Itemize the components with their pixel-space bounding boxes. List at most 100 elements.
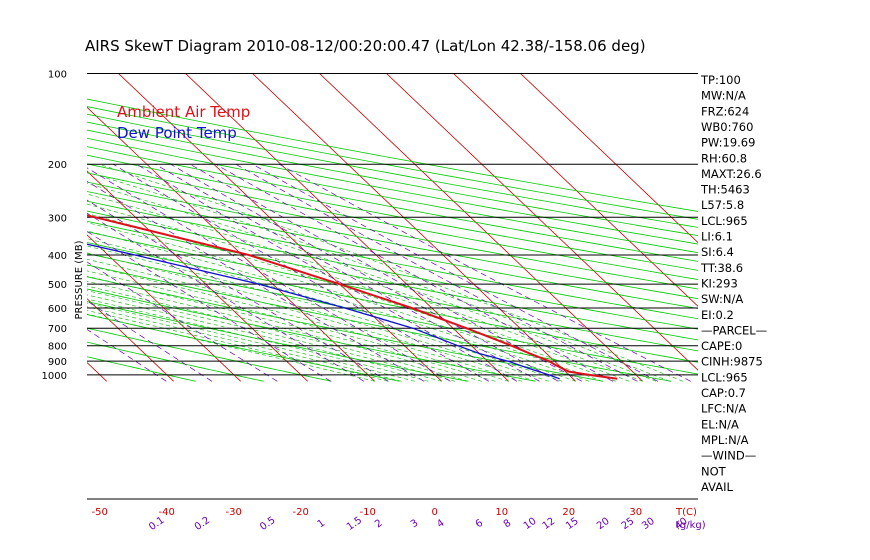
- isotherm-line: [118, 74, 442, 382]
- moist-adiabat-line: [87, 264, 523, 382]
- index-entry: —WIND—: [701, 449, 756, 463]
- mixing-ratio-line: [252, 163, 659, 382]
- index-entry: WB0:760: [701, 120, 753, 134]
- mixing-ratio-tick-label: 10: [522, 516, 539, 532]
- bottom-temp-tick-label: -30: [226, 507, 242, 518]
- index-entry: SI:6.4: [701, 245, 734, 259]
- mixing-ratio-line: [170, 163, 559, 382]
- pressure-tick-label: 100: [48, 70, 67, 81]
- mixing-ratio-tick-label: 20: [595, 516, 612, 532]
- index-entry: TH:5463: [700, 183, 750, 197]
- mixing-ratio-tick-label: 0.2: [193, 515, 212, 533]
- bottom-temp-tick-label: -20: [293, 507, 309, 518]
- dry-adiabat-line: [87, 98, 698, 212]
- moist-adiabat-line: [87, 203, 630, 382]
- index-entry: EL:N/A: [701, 417, 739, 431]
- index-entry: LFC:N/A: [701, 402, 746, 416]
- mixing-ratio-line: [155, 163, 540, 382]
- mixing-ratio-tick-label: 6: [474, 518, 486, 531]
- moist-adiabat-line: [98, 163, 684, 382]
- mixing-ratio-line: [87, 180, 425, 382]
- dry-adiabat-line: [87, 163, 698, 280]
- pressure-tick-label: 1000: [42, 371, 67, 382]
- index-entry: CAP:0.7: [701, 386, 746, 400]
- moist-adiabat-line: [87, 182, 657, 382]
- bottom-temp-tick-label: -50: [92, 507, 108, 518]
- mixing-ratio-line: [87, 212, 365, 382]
- y-axis-label: PRESSURE (MB): [74, 240, 85, 319]
- index-entry: SW:N/A: [701, 292, 743, 306]
- dew-point-trace: [87, 243, 560, 380]
- legend-dewpoint: Dew Point Temp: [117, 124, 237, 142]
- index-entry: PW:19.69: [701, 136, 755, 150]
- dry-adiabat-line: [87, 253, 698, 375]
- index-entry: FRZ:624: [701, 104, 749, 118]
- index-entry: KI:293: [701, 276, 738, 290]
- legend-ambient: Ambient Air Temp: [117, 103, 250, 121]
- dry-adiabat-line: [87, 210, 698, 330]
- isotherm-line: [0, 67, 40, 382]
- mixing-ratio-tick-label: 1: [316, 518, 328, 531]
- mixing-ratio-tick-label: 15: [564, 516, 581, 532]
- index-entry: NOT: [701, 464, 727, 478]
- dry-adiabat-line: [87, 106, 698, 220]
- index-entry: —PARCEL—: [701, 323, 767, 337]
- dry-adiabat-line: [87, 242, 698, 363]
- moist-adiabat-line: [87, 275, 496, 382]
- mixing-ratio-unit-label: (g/kg): [676, 520, 706, 531]
- isotherm-line: [87, 170, 308, 382]
- bottom-temp-tick-label: -10: [360, 507, 376, 518]
- ambient-temp-trace: [87, 214, 618, 380]
- mixing-ratio-tick-label: 4: [435, 518, 447, 531]
- moist-adiabat-line: [87, 306, 402, 382]
- temp-unit-label: T(C): [675, 507, 697, 518]
- moist-adiabat-line: [87, 302, 415, 382]
- bottom-temp-tick-label: 20: [562, 507, 575, 518]
- moist-adiabat-line: [87, 230, 590, 382]
- bottom-temp-tick-label: 0: [432, 507, 438, 518]
- mixing-ratio-line: [279, 163, 691, 382]
- index-entry: AVAIL: [701, 480, 734, 494]
- moist-adiabat-line: [87, 258, 536, 382]
- mixing-ratio-line: [87, 199, 389, 382]
- index-entry: EI:0.2: [701, 308, 734, 322]
- dry-adiabat-line: [87, 200, 698, 320]
- moist-adiabat-line: [87, 310, 389, 382]
- mixing-ratio-tick-label: 3: [409, 518, 421, 531]
- dry-adiabat-line: [87, 154, 698, 271]
- dry-adiabat-line: [87, 181, 698, 300]
- isotherm-line: [319, 74, 643, 382]
- moist-adiabat-line: [87, 298, 429, 382]
- dry-adiabat-line: [87, 341, 264, 382]
- isotherm-line: [386, 74, 698, 371]
- pressure-tick-label: 300: [48, 213, 67, 224]
- dry-adiabat-line: [87, 121, 698, 237]
- dry-adiabat-line: [87, 327, 332, 382]
- isotherm-line: [453, 74, 698, 307]
- mixing-ratio-line: [87, 261, 278, 382]
- dry-adiabat-line: [87, 220, 698, 341]
- dry-adiabat-line: [87, 231, 698, 352]
- dry-adiabat-line: [87, 191, 698, 309]
- isotherm-line: [87, 234, 241, 382]
- moist-adiabat-line: [87, 285, 469, 382]
- dry-adiabat-line: [87, 113, 698, 228]
- mixing-ratio-line: [87, 231, 331, 382]
- index-entry: LI:6.1: [701, 230, 733, 244]
- index-entry: TP:100: [700, 73, 741, 87]
- index-entry: L57:5.8: [701, 198, 744, 212]
- plot-grid: [0, 67, 698, 382]
- sounding-traces: [87, 214, 618, 380]
- mixing-ratio-tick-label: 8: [502, 518, 514, 531]
- mixing-ratio-line: [189, 163, 582, 382]
- moist-adiabat-line: [87, 238, 576, 382]
- mixing-ratio-tick-label: 12: [541, 516, 558, 532]
- isotherm-line: [87, 106, 375, 382]
- index-entry: CAPE:0: [701, 339, 742, 353]
- pressure-tick-label: 700: [48, 324, 67, 335]
- index-entry: LCL:965: [701, 214, 748, 228]
- dry-adiabat-line: [87, 129, 698, 245]
- index-entry: MW:N/A: [701, 89, 746, 103]
